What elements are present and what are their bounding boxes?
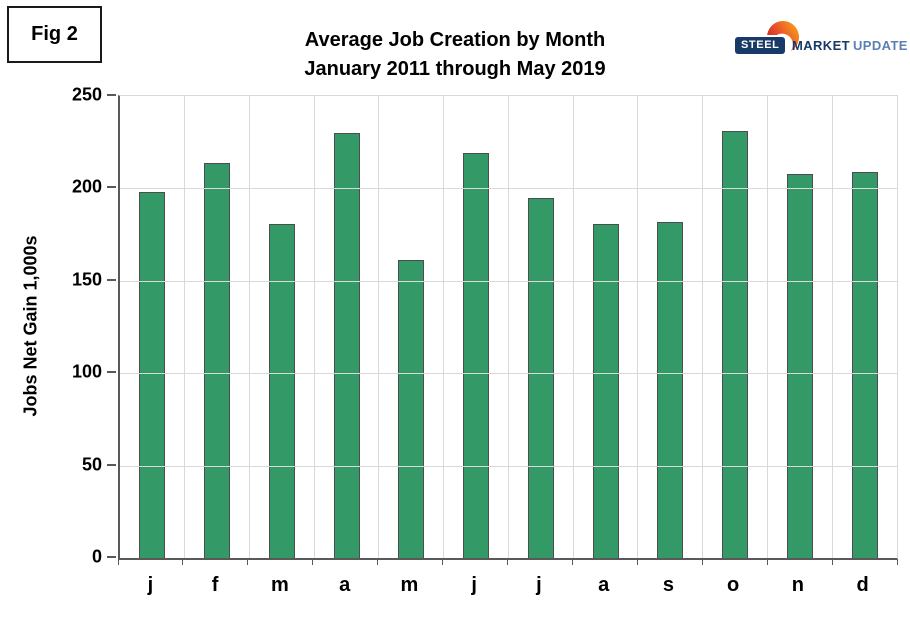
y-axis-tick-marks bbox=[107, 94, 116, 558]
y-tick-mark-150 bbox=[107, 278, 116, 281]
bar-column-8-s bbox=[638, 96, 703, 558]
x-label-2-m: m bbox=[270, 574, 289, 596]
x-label-7-a: a bbox=[598, 574, 610, 596]
x-tick-mark-8 bbox=[636, 559, 638, 565]
y-tick-mark-250 bbox=[107, 94, 116, 96]
figure-label: Fig 2 bbox=[31, 23, 78, 45]
y-tick-mark-100 bbox=[107, 371, 116, 374]
bar-columns bbox=[120, 96, 897, 558]
gridline-x-2 bbox=[248, 96, 250, 558]
bar-column-11-d bbox=[832, 96, 897, 558]
y-tick-label-250: 250 bbox=[71, 84, 102, 105]
x-tick-mark-6 bbox=[507, 559, 508, 565]
gridline-x-8 bbox=[637, 96, 639, 558]
gridline-x-1 bbox=[184, 96, 186, 558]
gridline-x-4 bbox=[378, 96, 380, 558]
x-label-5-j: j bbox=[471, 574, 477, 596]
y-tick-label-50: 50 bbox=[81, 454, 102, 475]
bar-column-3-a bbox=[314, 96, 379, 558]
x-label-9-o: o bbox=[727, 574, 740, 596]
y-axis-tick-labels: 0 50 100 150 200 250 bbox=[30, 85, 102, 567]
bar-0-j bbox=[139, 192, 166, 558]
bar-column-9-o bbox=[703, 96, 768, 558]
y-tick-label-150: 150 bbox=[71, 269, 102, 290]
x-label-11-d: d bbox=[856, 574, 869, 596]
x-tick-mark-12 bbox=[896, 559, 898, 565]
x-label-1-f: f bbox=[211, 574, 219, 596]
y-tick-label-100: 100 bbox=[71, 361, 102, 382]
bar-4-m bbox=[398, 260, 425, 558]
x-tick-mark-0 bbox=[117, 559, 119, 565]
gridline-x-5 bbox=[443, 96, 445, 558]
x-label-6-j: j bbox=[536, 574, 542, 596]
bar-3-a bbox=[333, 132, 360, 558]
chart-title-line2: January 2011 through May 2019 bbox=[304, 58, 606, 80]
plot-area bbox=[118, 95, 898, 560]
x-tick-mark-3 bbox=[312, 559, 314, 565]
x-label-4-m: m bbox=[400, 574, 419, 596]
y-tick-label-0: 0 bbox=[91, 546, 102, 567]
chart-title: Average Job Creation by Month January 20… bbox=[130, 26, 780, 84]
bar-column-7-a bbox=[573, 96, 638, 558]
x-label-3-a: a bbox=[339, 574, 351, 596]
x-label-0-j: j bbox=[147, 574, 154, 596]
x-tick-mark-1 bbox=[182, 559, 184, 565]
bar-6-j bbox=[527, 197, 554, 558]
x-tick-mark-9 bbox=[701, 559, 703, 565]
y-tick-label-200: 200 bbox=[71, 176, 102, 197]
bar-column-6-j bbox=[509, 96, 574, 558]
gridline-x-10 bbox=[767, 96, 768, 558]
x-tick-mark-2 bbox=[247, 559, 249, 565]
x-axis-tick-marks bbox=[117, 559, 898, 565]
bar-10-n bbox=[786, 173, 813, 558]
x-tick-mark-10 bbox=[766, 559, 768, 565]
logo-update-text: UPDATE bbox=[853, 38, 908, 53]
gridline-x-11 bbox=[831, 96, 833, 558]
gridline-x-9 bbox=[702, 96, 704, 558]
gridline-x-3 bbox=[313, 96, 315, 558]
x-label-10-n: n bbox=[791, 574, 804, 596]
logo-steel-text: STEEL bbox=[735, 37, 786, 54]
logo-crescent-icon bbox=[767, 21, 800, 51]
logo-market-text: MARKET bbox=[792, 38, 851, 53]
bar-column-0-j bbox=[120, 96, 185, 558]
x-tick-mark-11 bbox=[831, 559, 833, 565]
bar-column-1-f bbox=[185, 96, 250, 558]
bar-2-m bbox=[268, 223, 295, 558]
gridline-x-6 bbox=[508, 96, 509, 558]
y-tick-mark-0 bbox=[107, 556, 116, 558]
gridline-x-7 bbox=[572, 96, 574, 558]
chart-title-line1: Average Job Creation by Month bbox=[304, 29, 606, 51]
x-tick-mark-5 bbox=[442, 559, 444, 565]
bar-1-f bbox=[204, 162, 231, 558]
bar-8-s bbox=[657, 221, 684, 558]
bar-column-10-n bbox=[768, 96, 833, 558]
x-label-8-s: s bbox=[662, 574, 674, 596]
bar-column-4-m bbox=[379, 96, 444, 558]
bar-column-5-j bbox=[444, 96, 509, 558]
steel-market-update-logo: STEEL MARKET UPDATE bbox=[733, 16, 907, 64]
figure-label-box: Fig 2 bbox=[7, 6, 102, 63]
bar-9-o bbox=[722, 131, 749, 558]
bar-7-a bbox=[592, 223, 619, 558]
bar-11-d bbox=[851, 171, 878, 558]
y-tick-mark-50 bbox=[107, 463, 116, 466]
y-tick-mark-200 bbox=[107, 186, 116, 189]
x-tick-mark-7 bbox=[571, 559, 573, 565]
x-tick-mark-4 bbox=[377, 559, 379, 565]
bar-5-j bbox=[463, 153, 490, 558]
bar-column-2-m bbox=[250, 96, 315, 558]
